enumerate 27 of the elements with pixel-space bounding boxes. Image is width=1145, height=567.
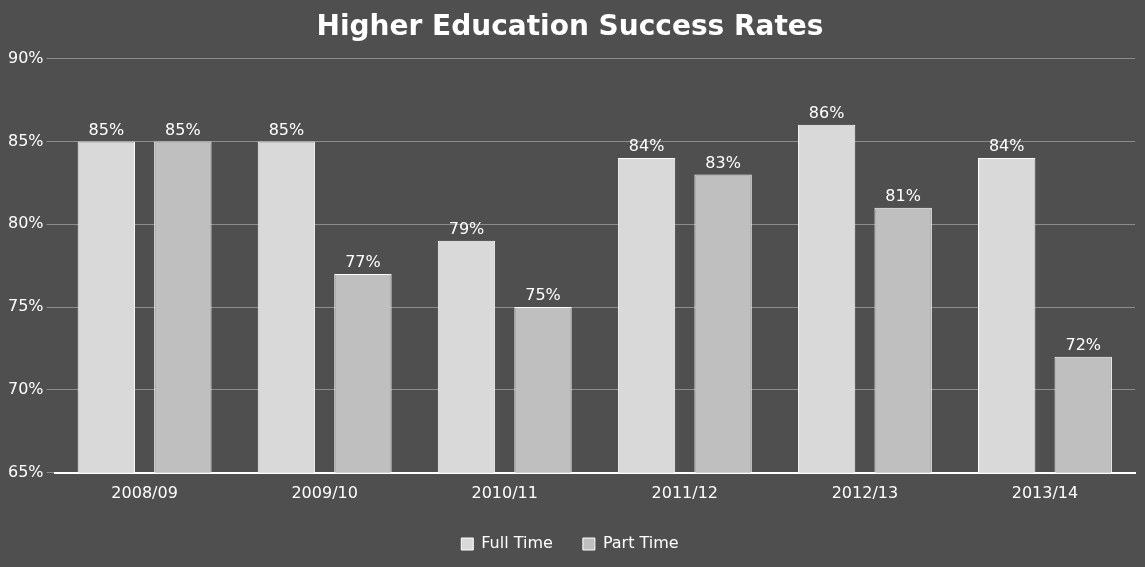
y-tick-label: 80%	[8, 213, 44, 233]
data-label: 85%	[165, 119, 201, 139]
data-label: 85%	[88, 119, 125, 139]
x-tick-label: 2009/10	[291, 482, 358, 502]
data-label: 79%	[448, 219, 485, 238]
chart-title: Higher Education Success Rates	[316, 9, 824, 43]
x-tick-label: 2008/09	[111, 482, 178, 502]
data-label: 81%	[885, 185, 921, 205]
data-label: 75%	[525, 285, 561, 305]
data-label: 77%	[345, 252, 381, 272]
y-tick-label: 90%	[8, 47, 44, 67]
y-tick-label: 75%	[8, 296, 44, 316]
data-label: 84%	[988, 136, 1025, 156]
x-tick-label: 2011/12	[651, 482, 719, 502]
y-tick-label: 85%	[8, 130, 44, 150]
y-tick-label: 65%	[8, 461, 44, 481]
x-tick-label: 2010/11	[471, 482, 538, 502]
data-label: 83%	[705, 152, 741, 172]
data-label: 85%	[268, 119, 305, 139]
x-tick-label: 2013/14	[1011, 482, 1079, 502]
y-tick-label: 70%	[8, 379, 44, 399]
x-tick-label: 2012/13	[831, 482, 899, 502]
legend-label: Part Time	[602, 533, 679, 553]
data-label: 86%	[808, 103, 845, 123]
data-label: 72%	[1065, 334, 1102, 354]
data-label: 84%	[628, 136, 665, 156]
legend-label: Full Time	[481, 533, 553, 553]
